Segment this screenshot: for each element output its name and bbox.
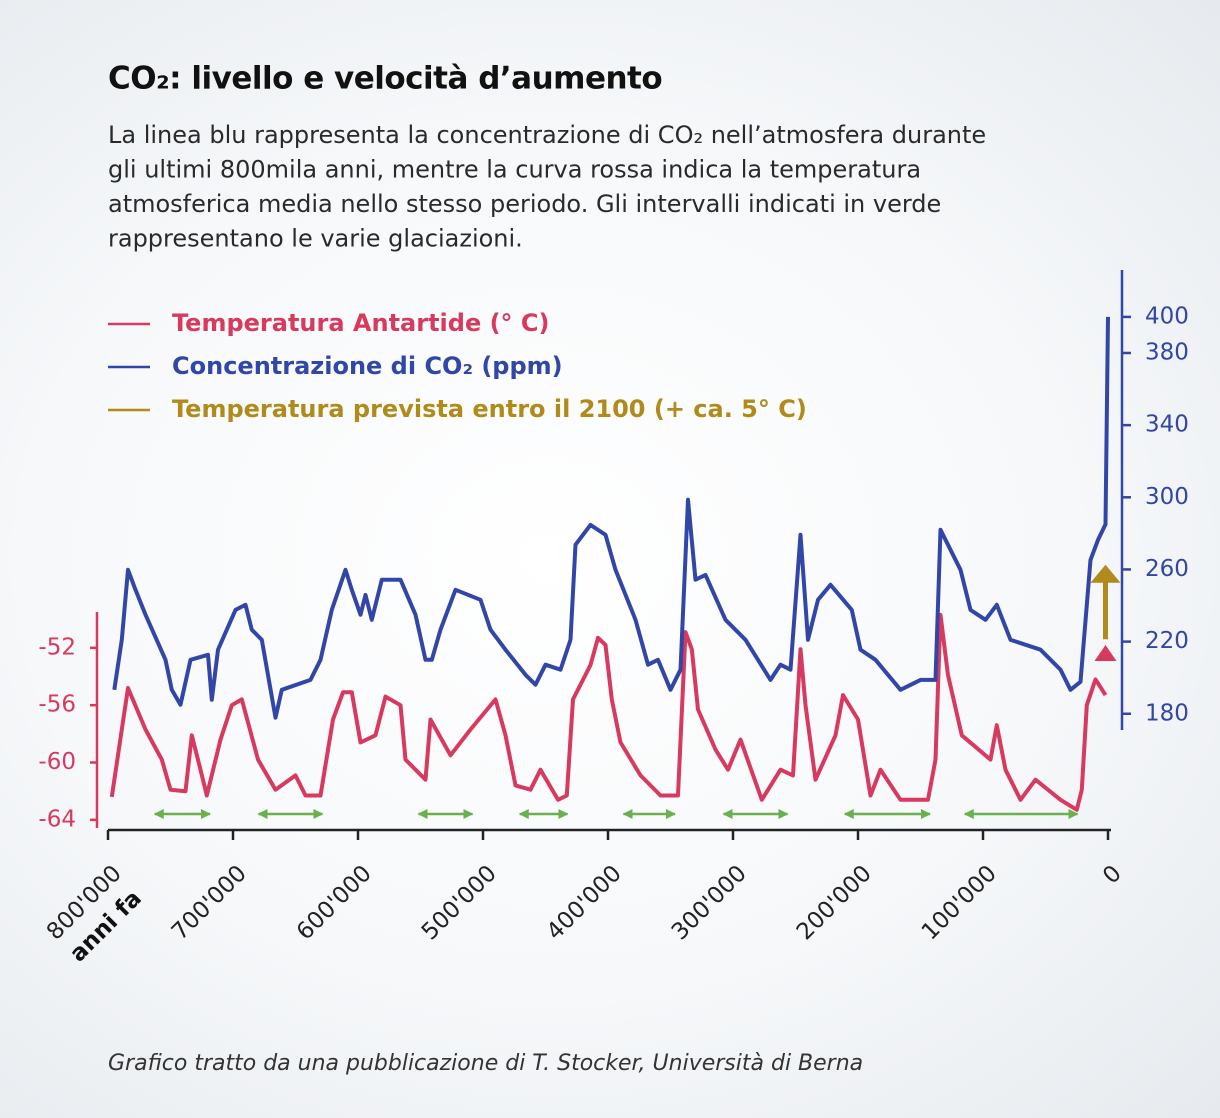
subtitle-line: atmosferica media nello stesso periodo. … [108,190,941,218]
subtitle-line: La linea blu rappresenta la concentrazio… [108,121,986,149]
y2-tick-label: 400 [1145,303,1189,329]
legend-label: Concentrazione di CO₂ (ppm) [172,352,563,380]
x-tick-label: 100'000 [917,860,1002,945]
projection-arrowhead [1090,564,1121,583]
legend-label: Temperatura prevista entro il 2100 (+ ca… [172,395,807,423]
chart-title: CO₂: livello e velocità d’aumento [108,61,662,97]
subtitle-line: gli ultimi 800mila anni, mentre la curva… [108,156,921,184]
x-tick-label: 600'000 [292,860,377,945]
series-line [109,612,1108,812]
y-tick-label: -64 [38,806,76,832]
y2-tick-label: 180 [1145,700,1189,726]
y2-tick-label: 300 [1145,484,1189,510]
y2-tick-label: 220 [1145,628,1189,654]
x-tick-label: 700'000 [167,860,252,945]
subtitle: La linea blu rappresenta la concentrazio… [108,121,986,253]
y2-tick-label: 340 [1145,412,1189,438]
source: Grafico tratto da una pubblicazione di T… [108,1051,863,1076]
y2-tick-label: 380 [1145,339,1189,365]
x-tick-label: 500'000 [417,860,502,945]
y-tick-label: -56 [38,692,76,718]
y-tick-label: -60 [38,749,76,775]
x-tick-label: 400'000 [542,860,627,945]
y2-tick-label: 260 [1145,556,1189,582]
legend-label: Temperatura Antartide (° C) [172,309,549,337]
subtitle-line: rappresentano le varie glaciazioni. [108,225,523,253]
x-tick-label: 200'000 [792,860,877,945]
legend: Temperatura Antartide (° C) Concentrazion… [108,309,807,423]
series-line [112,316,1110,720]
x-tick-label: 0 [1098,860,1127,889]
x-tick-label: 300'000 [667,860,752,945]
y-tick-label: -52 [38,634,76,660]
warming-arrowhead [1094,645,1117,661]
